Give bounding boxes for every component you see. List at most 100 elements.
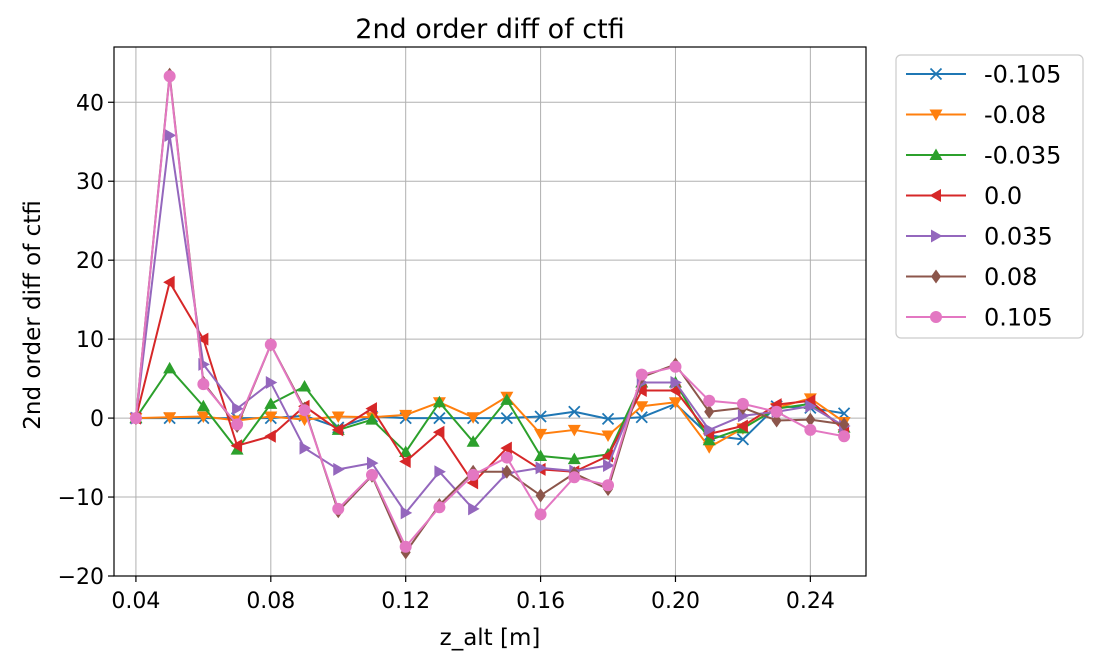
data-point bbox=[399, 445, 413, 458]
plot-frame bbox=[113, 46, 867, 577]
y-tick-label: 0 bbox=[90, 407, 104, 432]
data-point bbox=[466, 412, 480, 424]
data-point bbox=[534, 428, 548, 441]
data-point bbox=[568, 471, 581, 484]
y-tick-label: 10 bbox=[76, 328, 104, 353]
legend-box bbox=[895, 54, 1084, 339]
data-point bbox=[332, 502, 345, 515]
data-point bbox=[703, 394, 716, 407]
data-point bbox=[232, 402, 244, 416]
legend-entry: -0.035 bbox=[906, 142, 1061, 170]
y-tick-label: −10 bbox=[58, 486, 104, 511]
data-point bbox=[837, 407, 851, 420]
data-point bbox=[298, 404, 311, 417]
legend-marker bbox=[929, 189, 941, 202]
data-point bbox=[668, 397, 682, 409]
data-point bbox=[399, 455, 411, 469]
data-point bbox=[805, 399, 817, 413]
data-point bbox=[163, 412, 177, 424]
data-point bbox=[602, 479, 615, 492]
data-point bbox=[467, 468, 480, 481]
data-point bbox=[567, 424, 581, 437]
data-point bbox=[331, 423, 344, 437]
legend-marker bbox=[929, 109, 943, 121]
legend-entry: -0.08 bbox=[906, 101, 1046, 129]
data-point bbox=[264, 429, 276, 443]
data-point bbox=[500, 441, 512, 455]
data-point bbox=[601, 430, 615, 442]
legend-entry: 0.0 bbox=[906, 182, 1022, 210]
data-point bbox=[736, 433, 750, 446]
x-tick-label: 0.16 bbox=[516, 589, 565, 614]
data-point bbox=[434, 465, 446, 479]
data-point bbox=[500, 393, 514, 405]
data-point bbox=[333, 462, 345, 476]
data-point bbox=[568, 405, 581, 418]
series-0.105 bbox=[129, 70, 851, 553]
legend-entry: -0.105 bbox=[906, 61, 1061, 89]
data-point bbox=[164, 128, 177, 142]
data-point bbox=[535, 488, 546, 503]
data-point bbox=[635, 383, 647, 397]
x-tick-label: 0.12 bbox=[381, 589, 430, 614]
legend: -0.105 -0.08 -0.035 0.0 0.035 0.08 0.105 bbox=[895, 54, 1084, 339]
legend-label: 0.105 bbox=[984, 304, 1053, 332]
legend-marker bbox=[930, 311, 942, 323]
data-point bbox=[534, 508, 547, 521]
data-point bbox=[567, 452, 581, 465]
data-point bbox=[399, 409, 413, 422]
legend-marker bbox=[929, 148, 943, 160]
legend-entry: 0.08 bbox=[906, 263, 1037, 291]
data-point bbox=[635, 401, 649, 413]
y-tick-label: 30 bbox=[76, 170, 104, 195]
data-point bbox=[231, 418, 244, 431]
data-point bbox=[535, 461, 548, 475]
chart-title: 2nd order diff of ctfi bbox=[355, 14, 624, 45]
y-tick-label: 40 bbox=[76, 91, 104, 116]
data-point bbox=[163, 275, 175, 289]
series-0.0 bbox=[129, 275, 850, 490]
series-0.08 bbox=[130, 67, 850, 560]
legend-marker bbox=[929, 67, 943, 81]
legend-marker bbox=[931, 229, 943, 243]
data-point bbox=[838, 430, 851, 443]
series-line bbox=[135, 367, 845, 461]
data-point bbox=[635, 368, 648, 381]
data-point bbox=[264, 411, 278, 424]
data-point bbox=[365, 402, 377, 416]
legend-entry: 0.105 bbox=[906, 304, 1053, 332]
data-point bbox=[736, 419, 748, 433]
data-point bbox=[432, 395, 446, 408]
data-point bbox=[365, 468, 378, 481]
legend-label: -0.035 bbox=[984, 142, 1061, 170]
data-point bbox=[500, 451, 513, 464]
data-point bbox=[736, 397, 749, 410]
legend-entry: 0.035 bbox=[906, 223, 1053, 251]
x-tick-label: 0.20 bbox=[651, 589, 700, 614]
data-point bbox=[839, 417, 850, 432]
legend-marker bbox=[931, 269, 941, 284]
data-point bbox=[805, 412, 816, 427]
series-line bbox=[134, 75, 845, 548]
data-point bbox=[365, 413, 379, 425]
data-point bbox=[737, 409, 750, 423]
legend-label: 0.035 bbox=[984, 223, 1053, 251]
x-tick-label: 0.24 bbox=[786, 589, 835, 614]
data-point bbox=[265, 376, 278, 390]
x-tick-label: 0.08 bbox=[246, 589, 295, 614]
data-point bbox=[399, 540, 412, 553]
data-point bbox=[432, 425, 445, 439]
data-point bbox=[197, 378, 210, 391]
data-point bbox=[501, 464, 512, 479]
data-point bbox=[331, 411, 345, 424]
data-point bbox=[298, 380, 312, 392]
data-point bbox=[163, 361, 177, 374]
data-point bbox=[196, 332, 209, 346]
series-line bbox=[135, 395, 845, 449]
data-point bbox=[770, 405, 783, 418]
data-point bbox=[230, 439, 243, 453]
data-point bbox=[366, 456, 379, 470]
legend-label: 0.0 bbox=[984, 182, 1022, 210]
data-point bbox=[468, 502, 480, 516]
